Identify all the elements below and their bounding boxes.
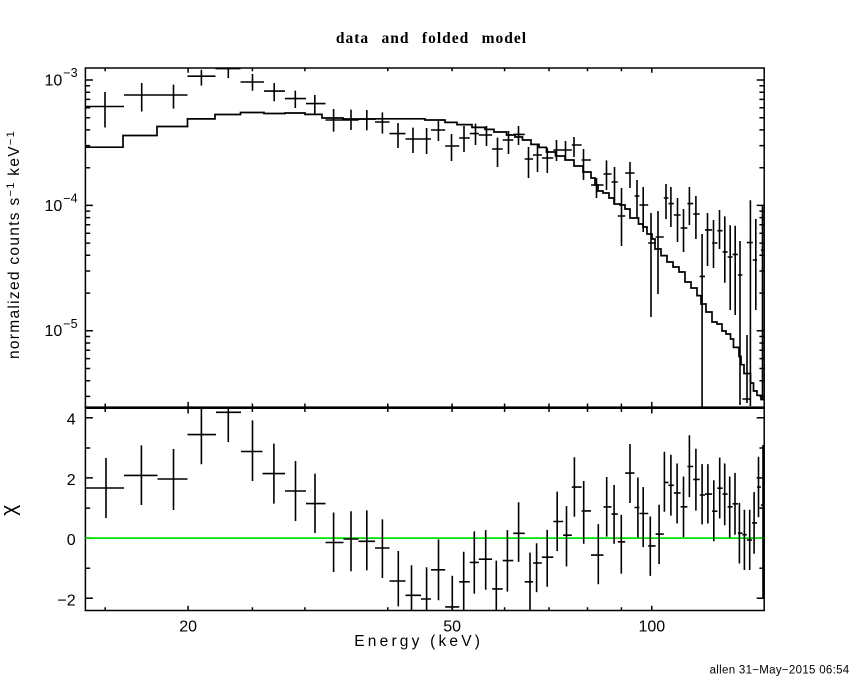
svg-text:10: 10 xyxy=(45,323,63,340)
svg-text:100: 100 xyxy=(638,618,665,635)
svg-text:0: 0 xyxy=(67,532,76,549)
svg-text:normalized counts s−1 keV−1: normalized counts s−1 keV−1 xyxy=(5,130,23,359)
svg-text:data and folded model: data and folded model xyxy=(336,30,527,47)
svg-text:10: 10 xyxy=(45,198,63,215)
svg-text:20: 20 xyxy=(179,618,197,635)
svg-text:−3: −3 xyxy=(63,66,77,80)
svg-text:allen 31−May−2015 06:54: allen 31−May−2015 06:54 xyxy=(710,664,850,676)
svg-text:4: 4 xyxy=(67,412,76,429)
svg-text:Energy (keV): Energy (keV) xyxy=(354,633,483,650)
svg-text:−2: −2 xyxy=(57,592,75,609)
svg-text:10: 10 xyxy=(45,72,63,89)
svg-text:−5: −5 xyxy=(63,317,77,331)
svg-text:χ: χ xyxy=(0,505,20,516)
svg-text:−4: −4 xyxy=(63,192,77,206)
svg-text:2: 2 xyxy=(67,472,76,489)
svg-text:50: 50 xyxy=(443,618,461,635)
